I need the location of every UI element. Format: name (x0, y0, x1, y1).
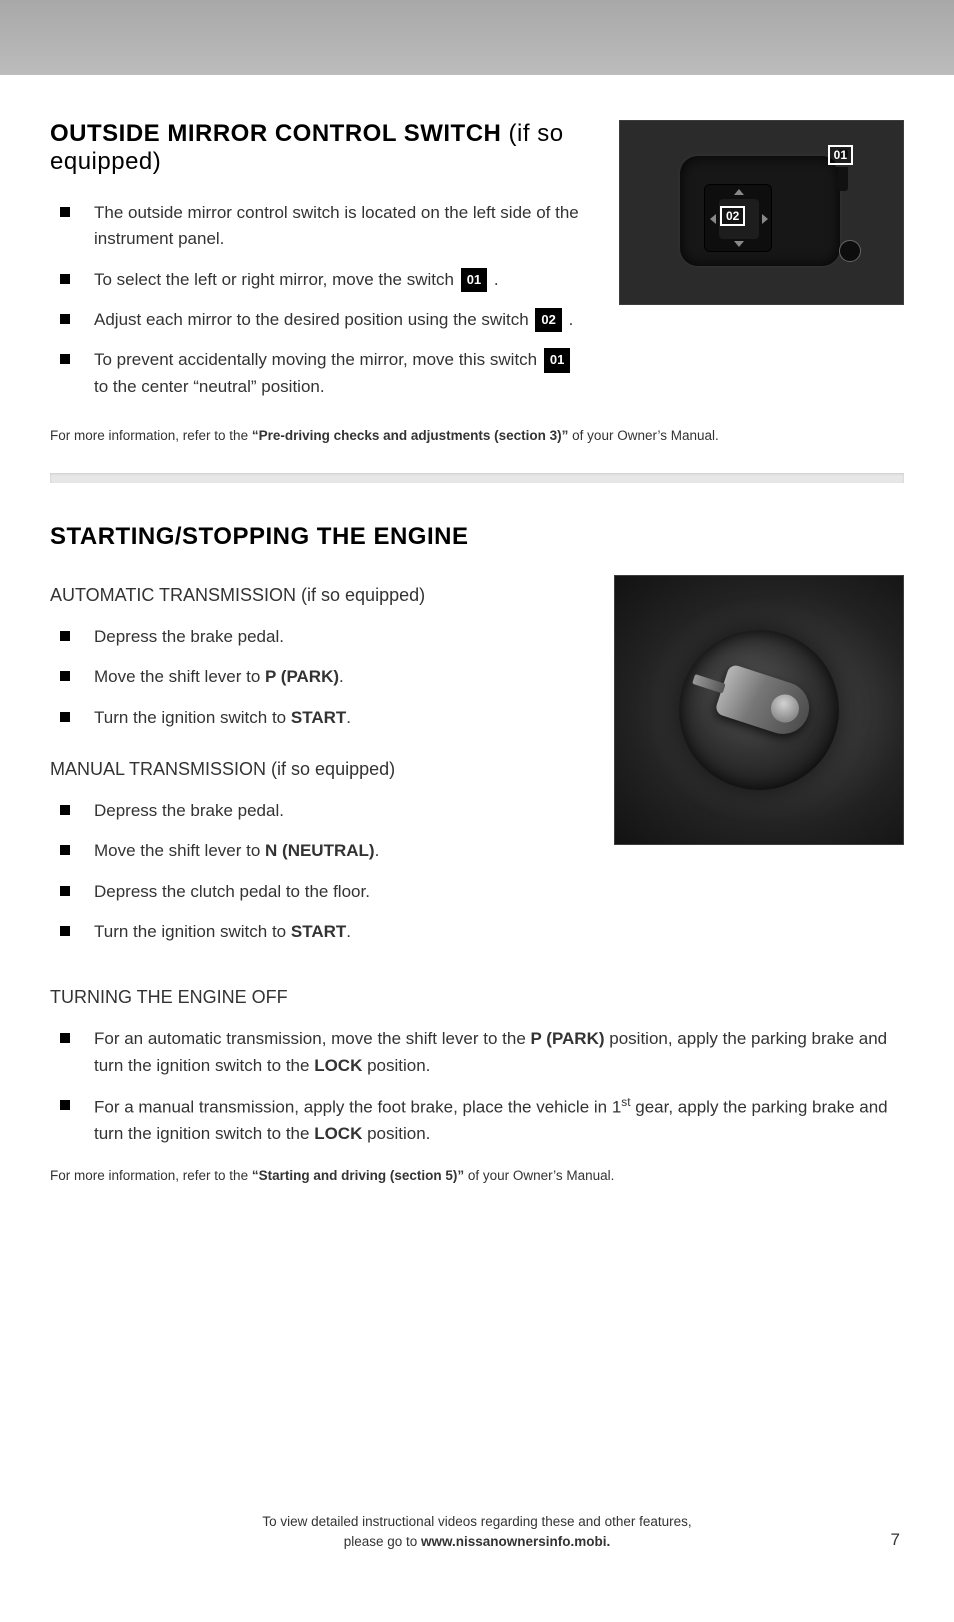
bold-term: START (291, 922, 346, 941)
list-item: Turn the ignition switch to START. (50, 919, 584, 945)
footer-line1: To view detailed instructional videos re… (262, 1514, 691, 1529)
bullet-marker (60, 207, 70, 217)
callout-badge: 02 (535, 308, 561, 332)
list-item: Depress the brake pedal. (50, 624, 584, 650)
superscript: st (621, 1095, 630, 1109)
callout-badge: 01 (461, 268, 487, 292)
section-mirror-control: OUTSIDE MIRROR CONTROL SWITCH (if so equ… (50, 120, 904, 414)
list-item-text: The outside mirror control switch is loc… (94, 200, 589, 253)
image-callout-02: 02 (720, 206, 745, 226)
section1-heading-main: OUTSIDE MIRROR CONTROL SWITCH (50, 120, 501, 147)
bold-term: START (291, 708, 346, 727)
list-item-text: To prevent accidentally moving the mirro… (94, 347, 589, 400)
footer-note: To view detailed instructional videos re… (0, 1512, 954, 1553)
section2-sub1-list: Depress the brake pedal. Move the shift l… (50, 624, 584, 731)
bullet-marker (60, 845, 70, 855)
section1-footnote-post: of your Owner’s Manual. (568, 428, 718, 443)
list-item: Move the shift lever to P (PARK). (50, 664, 584, 690)
section2-sub2: MANUAL TRANSMISSION (if so equipped) (50, 759, 584, 780)
list-item-text: Depress the brake pedal. (94, 798, 584, 824)
footer-line2-bold: www.nissanownersinfo.mobi. (421, 1534, 610, 1549)
bullet-marker (60, 274, 70, 284)
mirror-switch-image: 01 02 (619, 120, 904, 305)
section2-sub1: AUTOMATIC TRANSMISSION (if so equipped) (50, 585, 584, 606)
section2-sub3: TURNING THE ENGINE OFF (50, 987, 904, 1008)
bullet-marker (60, 712, 70, 722)
list-item-text: For an automatic transmission, move the … (94, 1026, 904, 1079)
bullet-marker (60, 671, 70, 681)
list-item-text: Adjust each mirror to the desired positi… (94, 307, 589, 333)
bullet-marker (60, 1100, 70, 1110)
image-callout-01: 01 (828, 145, 853, 165)
list-item: Depress the clutch pedal to the floor. (50, 879, 584, 905)
list-item: Move the shift lever to N (NEUTRAL). (50, 838, 584, 864)
bullet-marker (60, 805, 70, 815)
header-bar (0, 0, 954, 75)
footer-line2-pre: please go to (344, 1534, 421, 1549)
section1-footnote-pre: For more information, refer to the (50, 428, 252, 443)
section1-footnote: For more information, refer to the “Pre-… (50, 428, 904, 443)
section2-sub3-list: For an automatic transmission, move the … (50, 1026, 904, 1147)
section2-footnote-bold: “Starting and driving (section 5)” (252, 1168, 464, 1183)
list-item: Adjust each mirror to the desired positi… (50, 307, 589, 333)
bold-term: LOCK (314, 1056, 362, 1075)
list-item: The outside mirror control switch is loc… (50, 200, 589, 253)
page-content: OUTSIDE MIRROR CONTROL SWITCH (if so equ… (0, 75, 954, 1183)
list-item: To select the left or right mirror, move… (50, 267, 589, 293)
callout-badge: 01 (544, 348, 570, 372)
section1-footnote-bold: “Pre-driving checks and adjustments (sec… (252, 428, 569, 443)
bullet-marker (60, 886, 70, 896)
list-item-text: Depress the clutch pedal to the floor. (94, 879, 584, 905)
list-item: Turn the ignition switch to START. (50, 705, 584, 731)
bold-term: P (PARK) (531, 1029, 605, 1048)
list-item-text: To select the left or right mirror, move… (94, 267, 589, 293)
bullet-marker (60, 354, 70, 364)
list-item: To prevent accidentally moving the mirro… (50, 347, 589, 400)
list-item-text: Move the shift lever to P (PARK). (94, 664, 584, 690)
list-item-text: For a manual transmission, apply the foo… (94, 1093, 904, 1147)
bullet-marker (60, 926, 70, 936)
list-item-text: Move the shift lever to N (NEUTRAL). (94, 838, 584, 864)
list-item: Depress the brake pedal. (50, 798, 584, 824)
section2-footnote: For more information, refer to the “Star… (50, 1168, 904, 1183)
list-item-text: Depress the brake pedal. (94, 624, 584, 650)
bullet-marker (60, 314, 70, 324)
section1-heading: OUTSIDE MIRROR CONTROL SWITCH (if so equ… (50, 120, 589, 176)
section2-sub2-list: Depress the brake pedal. Move the shift l… (50, 798, 584, 945)
section1-list: The outside mirror control switch is loc… (50, 200, 589, 400)
section2-footnote-pre: For more information, refer to the (50, 1168, 252, 1183)
section2-footnote-post: of your Owner’s Manual. (464, 1168, 614, 1183)
list-item: For a manual transmission, apply the foo… (50, 1093, 904, 1147)
list-item-text: Turn the ignition switch to START. (94, 919, 584, 945)
bullet-marker (60, 1033, 70, 1043)
bold-term: N (NEUTRAL) (265, 841, 375, 860)
section-divider (50, 473, 904, 483)
list-item-text: Turn the ignition switch to START. (94, 705, 584, 731)
page-number: 7 (891, 1530, 900, 1550)
bold-term: P (PARK) (265, 667, 339, 686)
bullet-marker (60, 631, 70, 641)
list-item: For an automatic transmission, move the … (50, 1026, 904, 1079)
ignition-key-image (614, 575, 904, 845)
section2-row: AUTOMATIC TRANSMISSION (if so equipped) … (50, 575, 904, 959)
section2-heading: STARTING/STOPPING THE ENGINE (50, 523, 904, 551)
bold-term: LOCK (314, 1124, 362, 1143)
